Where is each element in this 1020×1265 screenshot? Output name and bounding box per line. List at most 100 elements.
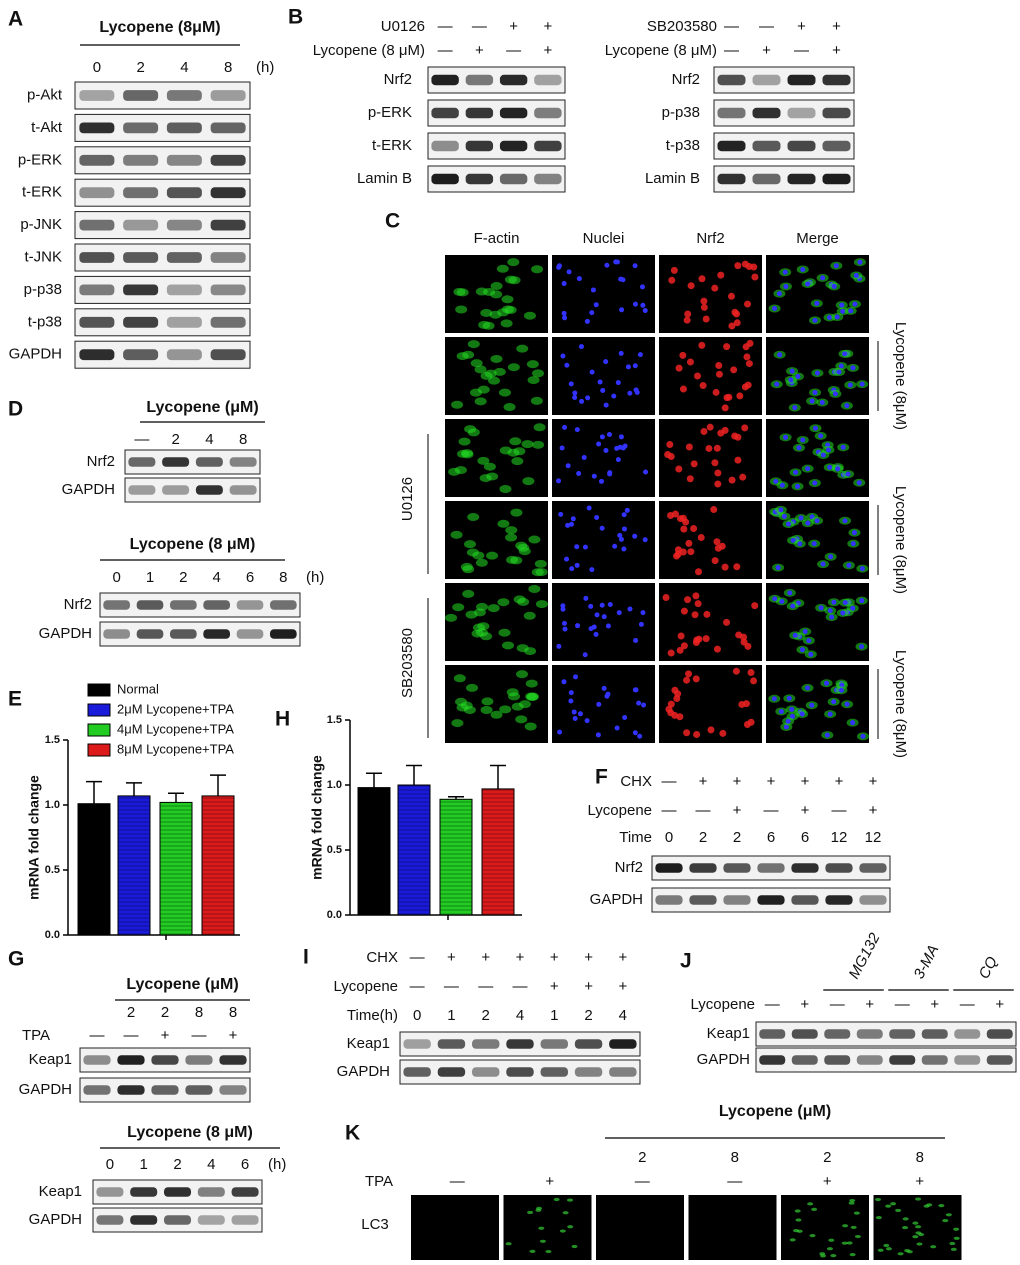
nucleus	[725, 393, 733, 401]
condition-cell: 8	[239, 431, 247, 448]
nucleus	[795, 373, 801, 379]
condition-cell: 1	[550, 1007, 558, 1024]
condition-cell: 4	[212, 569, 220, 586]
condition-cell: —	[830, 996, 845, 1013]
nucleus	[605, 623, 611, 629]
condition-cell: 6	[241, 1156, 249, 1173]
nucleus	[839, 302, 845, 308]
nucleus	[604, 262, 610, 268]
cell	[938, 1203, 945, 1208]
cell	[906, 1250, 913, 1254]
band	[136, 600, 164, 610]
nucleus	[827, 711, 833, 717]
cell	[511, 457, 524, 466]
nucleus	[599, 434, 605, 440]
condition-cell: +	[995, 996, 1004, 1013]
band	[219, 1085, 247, 1095]
cell	[531, 265, 544, 274]
nucleus	[777, 352, 783, 358]
micrograph	[552, 419, 655, 497]
condition-cell: —	[960, 996, 975, 1013]
nucleus	[795, 483, 801, 489]
nucleus	[733, 319, 741, 327]
nucleus	[671, 510, 679, 518]
condition-cell: +	[767, 773, 776, 790]
nucleus	[774, 381, 780, 387]
band	[791, 863, 819, 873]
band	[83, 1085, 111, 1095]
legend-label: 4μM Lycopene+TPA	[117, 721, 234, 736]
nucleus	[730, 366, 738, 374]
nucleus	[693, 636, 701, 644]
nucleus	[670, 266, 678, 274]
nucleus	[568, 698, 574, 704]
nucleus	[844, 403, 850, 409]
condition-cell: —	[696, 802, 711, 819]
band	[210, 90, 246, 101]
row-label: GAPDH	[39, 625, 92, 642]
cell	[849, 1252, 856, 1257]
cell	[846, 1241, 853, 1245]
nucleus	[732, 667, 740, 675]
nucleus	[588, 603, 594, 609]
nucleus	[667, 700, 675, 708]
nucleus	[745, 360, 753, 368]
nucleus	[572, 390, 578, 396]
nucleus	[618, 350, 624, 356]
cell	[508, 276, 521, 285]
row-label: t-ERK	[22, 184, 62, 201]
band	[166, 90, 202, 101]
nucleus	[637, 733, 643, 739]
band	[197, 1215, 225, 1225]
cell	[455, 305, 468, 314]
nucleus	[751, 602, 759, 610]
nucleus	[812, 425, 818, 431]
blot-strip	[124, 477, 261, 503]
condition-cell: —	[438, 18, 453, 35]
band	[859, 895, 887, 905]
cell	[538, 1226, 545, 1230]
band	[465, 173, 494, 185]
cell	[481, 697, 494, 706]
band	[540, 1039, 568, 1049]
condition-cell: —	[90, 1027, 105, 1044]
nucleus	[632, 730, 638, 736]
condition-cell: +	[584, 949, 593, 966]
time-unit: (h)	[306, 569, 324, 586]
band	[534, 74, 562, 86]
condition-cell: 2	[171, 431, 179, 448]
cell	[945, 1213, 952, 1217]
nucleus	[783, 434, 789, 440]
nucleus	[714, 480, 722, 488]
cell	[478, 320, 491, 329]
nucleus	[694, 600, 702, 608]
cell	[477, 456, 490, 465]
cell	[915, 1225, 922, 1229]
nucleus	[789, 713, 795, 719]
condition-cell: —	[513, 978, 528, 995]
band	[791, 895, 819, 905]
nucleus	[598, 478, 604, 484]
nucleus	[743, 721, 751, 729]
band	[499, 107, 528, 119]
blot-header: Lycopene (μM)	[719, 1103, 831, 1120]
cell	[949, 1241, 956, 1246]
band	[824, 1055, 851, 1065]
cell	[918, 1232, 925, 1237]
band	[921, 1055, 948, 1065]
condition-cell: 0	[112, 569, 120, 586]
cell	[841, 1241, 848, 1245]
nucleus	[574, 562, 580, 568]
cell	[902, 1217, 909, 1221]
nucleus	[702, 315, 710, 323]
cell	[875, 1197, 882, 1202]
cell	[467, 513, 480, 522]
band	[79, 252, 115, 263]
nucleus	[687, 548, 695, 556]
nucleus	[601, 614, 607, 620]
condition-cell: 2	[823, 1149, 831, 1166]
condition-cell: +	[481, 949, 490, 966]
cell	[875, 1216, 882, 1220]
nucleus	[775, 565, 781, 571]
band	[163, 1187, 192, 1197]
